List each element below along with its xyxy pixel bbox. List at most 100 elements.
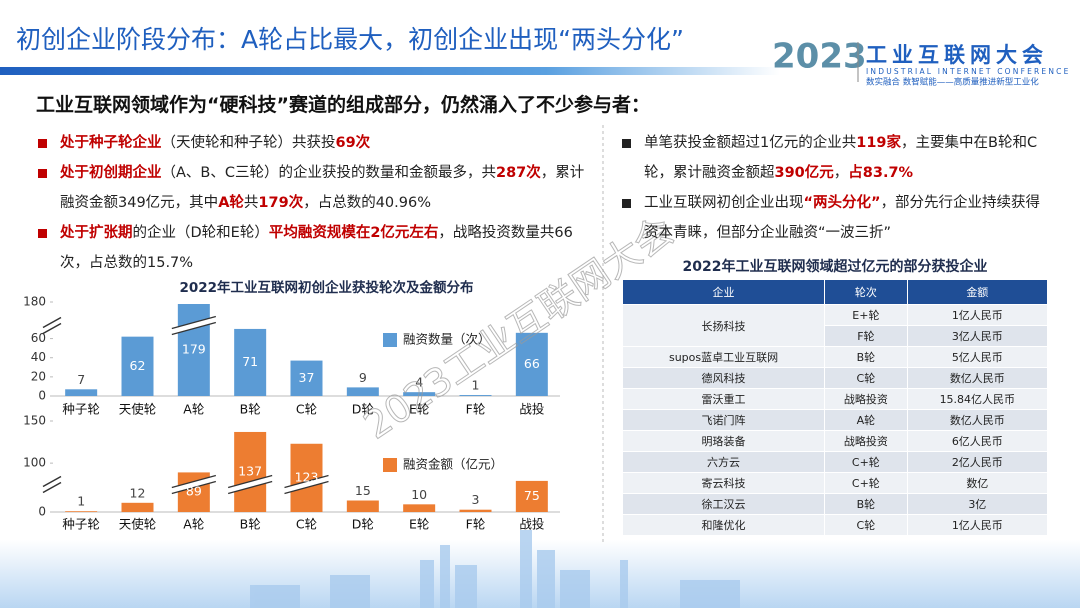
value-label: 9 bbox=[359, 370, 367, 385]
bar-break bbox=[287, 476, 326, 493]
bullet-text: 工业互联网初创企业出现 bbox=[644, 195, 804, 211]
slide-title: 初创企业阶段分布：A轮占比最大，初创企业出现“两头分化” bbox=[16, 25, 685, 54]
x-tick-label: 天使轮 bbox=[119, 402, 157, 417]
bullet-text: ，战略投资数量共66次，占总数的15.7% bbox=[60, 225, 573, 271]
highlight-text: 179次 bbox=[258, 195, 304, 211]
value-label: 123 bbox=[295, 469, 319, 484]
bullet-text: （天使轮和种子轮）共获投 bbox=[161, 135, 336, 151]
bullet-text: 的企业（D轮和E轮） bbox=[132, 225, 269, 241]
table-row: 徐工汉云 B轮 3亿 bbox=[621, 493, 1049, 515]
bar-break-line bbox=[227, 474, 273, 489]
highlight-text: 119家 bbox=[856, 135, 902, 151]
amount-cell: 数亿 bbox=[906, 472, 1049, 494]
bullet-text: 共 bbox=[243, 195, 259, 211]
legend-label: 融资数量（次） bbox=[403, 332, 491, 347]
round-cell: 战略投资 bbox=[824, 430, 908, 452]
highlight-text: 占83.7% bbox=[848, 165, 914, 181]
round-cell: 战略投资 bbox=[824, 388, 908, 410]
bullet: 单笔获投金额超过1亿元的企业共119家，主要集中在B轮和C轮，累计融资金额超39… bbox=[620, 128, 1050, 188]
x-tick-label: E轮 bbox=[409, 517, 429, 532]
bar bbox=[121, 502, 154, 512]
bar bbox=[346, 387, 379, 396]
value-label: 1 bbox=[472, 378, 480, 393]
column-header: 企业 bbox=[621, 279, 826, 305]
bullet-text: 单笔获投金额超过1亿元的企业共 bbox=[644, 135, 857, 151]
logo-name: 工业互联网大会 bbox=[866, 43, 1048, 67]
bullet-marker bbox=[622, 199, 631, 208]
round-cell: B轮 bbox=[824, 346, 908, 368]
company-cell: 徐工汉云 bbox=[621, 493, 826, 515]
bullet-text: ， bbox=[833, 165, 849, 181]
x-tick-label: 天使轮 bbox=[119, 517, 157, 532]
value-label: 75 bbox=[524, 488, 540, 503]
value-label: 62 bbox=[130, 358, 146, 373]
bar-break bbox=[174, 317, 213, 334]
y-tick-label: 150 bbox=[23, 414, 46, 428]
x-tick-label: 种子轮 bbox=[62, 402, 100, 417]
highlight-text: A轮 bbox=[218, 195, 244, 211]
axis-break bbox=[42, 322, 62, 335]
skyline bbox=[250, 530, 740, 608]
value-label: 3 bbox=[472, 492, 480, 507]
company-cell: 和隆优化 bbox=[621, 514, 826, 536]
value-label: 66 bbox=[524, 356, 540, 371]
bar-break-line bbox=[171, 480, 217, 495]
bar bbox=[290, 443, 323, 512]
bar-break-line bbox=[171, 321, 217, 336]
logo-english: INDUSTRIAL INTERNET CONFERENCE bbox=[866, 67, 1071, 76]
table-row: supos蓝卓工业互联网 B轮 5亿人民币 bbox=[621, 346, 1049, 368]
header-stripe bbox=[0, 67, 780, 75]
y-tick-label: 20 bbox=[31, 369, 46, 383]
bar bbox=[290, 360, 323, 396]
highlight-text: 处于扩张期 bbox=[60, 225, 133, 241]
bar-break-line bbox=[171, 474, 217, 489]
y-tick-label: 60 bbox=[31, 331, 46, 345]
y-tick-label: 100 bbox=[23, 456, 46, 470]
x-tick-label: 种子轮 bbox=[62, 517, 100, 532]
value-label: 137 bbox=[238, 463, 262, 478]
bar-break bbox=[174, 476, 213, 493]
value-label: 12 bbox=[130, 485, 146, 500]
bar bbox=[403, 504, 436, 512]
amount-cell: 1亿人民币 bbox=[906, 304, 1049, 326]
round-cell: F轮 bbox=[824, 325, 908, 347]
bar bbox=[234, 431, 267, 512]
y-tick-label: 0 bbox=[38, 389, 46, 403]
x-tick-label: D轮 bbox=[352, 402, 374, 417]
table-row: 德风科技 C轮 数亿人民币 bbox=[621, 367, 1049, 389]
chart-title: 2022年工业互联网初创企业获投轮次及金额分布 bbox=[179, 279, 473, 296]
highlight-text: “两头分化” bbox=[803, 195, 881, 211]
company-cell: 六方云 bbox=[621, 451, 826, 473]
value-label: 1 bbox=[77, 494, 85, 509]
round-cell: C+轮 bbox=[824, 472, 908, 494]
table-row: 和隆优化 C轮 1亿人民币 bbox=[621, 514, 1049, 536]
legend-label: 融资金额（亿元） bbox=[403, 457, 503, 472]
bullet: 处于初创期企业（A、B、C三轮）的企业获投的数量和金额最多，共287次，累计融资… bbox=[36, 158, 596, 218]
bar-break-line bbox=[284, 480, 329, 495]
bar bbox=[121, 336, 154, 396]
table-row: 飞诺门阵 A轮 数亿人民币 bbox=[621, 409, 1049, 431]
value-label: 89 bbox=[186, 484, 202, 499]
value-label: 179 bbox=[182, 342, 206, 357]
value-label: 15 bbox=[355, 483, 371, 498]
value-label: 71 bbox=[242, 354, 258, 369]
column-header: 轮次 bbox=[824, 279, 908, 305]
table-row: 六方云 C+轮 2亿人民币 bbox=[621, 451, 1049, 473]
x-tick-label: D轮 bbox=[352, 517, 374, 532]
bar bbox=[403, 392, 436, 396]
value-label: 10 bbox=[411, 487, 427, 502]
highlight-text: 69次 bbox=[335, 135, 371, 151]
amount-cell: 5亿人民币 bbox=[906, 346, 1049, 368]
bullet-marker bbox=[38, 139, 47, 148]
x-tick-label: C轮 bbox=[296, 402, 317, 417]
amount-cell: 数亿人民币 bbox=[906, 367, 1049, 389]
value-label: 4 bbox=[415, 375, 423, 390]
left-bullets: 处于种子轮企业（天使轮和种子轮）共获投69次 处于初创期企业（A、B、C三轮）的企… bbox=[36, 128, 596, 278]
axis-break bbox=[42, 481, 62, 494]
company-cell: 雷沃重工 bbox=[621, 388, 826, 410]
bullet-marker bbox=[38, 169, 47, 178]
legend-swatch bbox=[383, 458, 397, 472]
x-tick-label: E轮 bbox=[409, 402, 429, 417]
bar-break-line bbox=[227, 480, 273, 495]
